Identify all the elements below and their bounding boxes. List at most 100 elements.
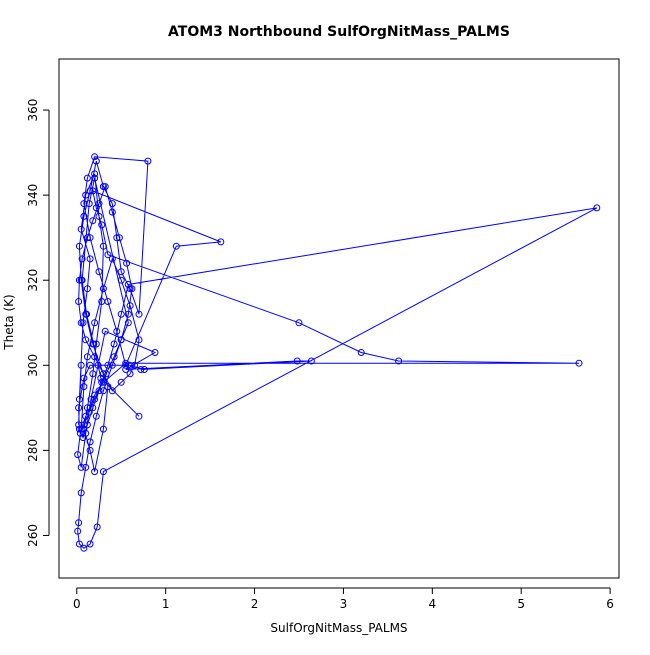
data-point — [86, 540, 94, 548]
data-point — [307, 357, 315, 365]
y-tick-label: 300 — [26, 354, 40, 377]
data-point — [99, 242, 107, 250]
data-point — [98, 378, 106, 386]
data-point — [75, 395, 83, 403]
x-tick-label: 1 — [162, 597, 170, 611]
data-point — [108, 200, 116, 208]
data-point — [75, 276, 83, 284]
data-point — [144, 157, 152, 165]
data-point — [126, 302, 134, 310]
data-point — [135, 412, 143, 420]
x-axis-label: SulfOrgNitMass_PALMS — [270, 621, 407, 635]
x-tick-label: 3 — [340, 597, 348, 611]
data-point — [99, 468, 107, 476]
data-point — [126, 370, 134, 378]
data-point — [83, 404, 91, 412]
data-point — [91, 395, 99, 403]
data-point — [82, 336, 90, 344]
data-point — [80, 383, 88, 391]
data-point — [395, 357, 403, 365]
x-tick-label: 2 — [251, 597, 259, 611]
data-point — [89, 187, 97, 195]
data-point — [122, 366, 130, 373]
data-point — [95, 387, 103, 395]
data-point — [101, 183, 109, 191]
data-point — [295, 319, 303, 327]
data-point — [80, 212, 88, 220]
data-point — [75, 404, 83, 412]
data-point — [80, 421, 88, 429]
data-point — [75, 425, 83, 433]
data-point — [108, 361, 116, 369]
data-point — [357, 349, 365, 356]
data-point — [83, 310, 91, 318]
data-point — [135, 336, 143, 344]
data-point — [108, 208, 116, 216]
data-point — [102, 370, 110, 378]
data-point — [117, 276, 125, 284]
data-point — [86, 446, 94, 454]
data-point — [99, 285, 107, 293]
data-point — [117, 378, 125, 386]
data-point — [85, 200, 93, 208]
data-point — [293, 357, 301, 365]
y-tick-label: 320 — [26, 269, 40, 292]
data-point — [122, 361, 130, 369]
data-point — [89, 370, 97, 378]
data-point — [151, 349, 159, 356]
data-point — [77, 225, 85, 233]
data-point — [97, 374, 105, 382]
data-point — [94, 361, 102, 369]
data-point — [77, 361, 85, 369]
y-tick-label: 260 — [26, 524, 40, 547]
data-point — [83, 285, 91, 293]
data-point — [91, 391, 99, 399]
data-point — [108, 387, 116, 395]
data-point — [77, 319, 85, 327]
x-tick-label: 5 — [517, 597, 525, 611]
data-point — [113, 234, 121, 242]
data-point — [93, 523, 101, 531]
data-point — [90, 340, 98, 348]
data-point — [110, 340, 118, 348]
y-tick-label: 340 — [26, 184, 40, 207]
data-point — [78, 276, 86, 284]
data-point — [86, 255, 94, 263]
data-point — [80, 374, 88, 382]
x-axis: 0 1 2 3 4 5 6 — [73, 587, 614, 611]
x-tick-label: 6 — [606, 597, 614, 611]
data-point — [104, 383, 112, 391]
data-point — [95, 200, 103, 208]
data-point — [135, 310, 143, 318]
data-point — [91, 319, 99, 327]
data-point — [87, 395, 95, 403]
data-point — [128, 285, 136, 293]
plot-area-frame — [58, 58, 620, 579]
data-point — [117, 310, 125, 318]
data-point — [92, 412, 100, 420]
data-point — [95, 268, 103, 276]
data-point — [77, 463, 85, 471]
data-point — [77, 489, 85, 497]
y-axis: 260 280 300 320 340 360 — [26, 99, 50, 547]
data-point-group — [74, 153, 601, 552]
data-point — [131, 361, 139, 369]
data-point — [95, 212, 103, 220]
data-point — [98, 221, 106, 229]
data-point — [79, 434, 87, 442]
data-point — [92, 340, 100, 348]
data-point — [99, 387, 107, 395]
data-point — [104, 251, 112, 259]
data-point — [83, 421, 91, 429]
data-point — [75, 298, 83, 305]
data-point — [124, 319, 132, 327]
y-tick-label: 360 — [26, 99, 40, 122]
data-point — [80, 200, 88, 208]
data-point — [78, 255, 86, 263]
data-point — [104, 298, 112, 305]
data-point — [126, 361, 134, 369]
data-point — [117, 336, 125, 344]
data-point — [115, 234, 123, 242]
data-point — [91, 170, 99, 178]
